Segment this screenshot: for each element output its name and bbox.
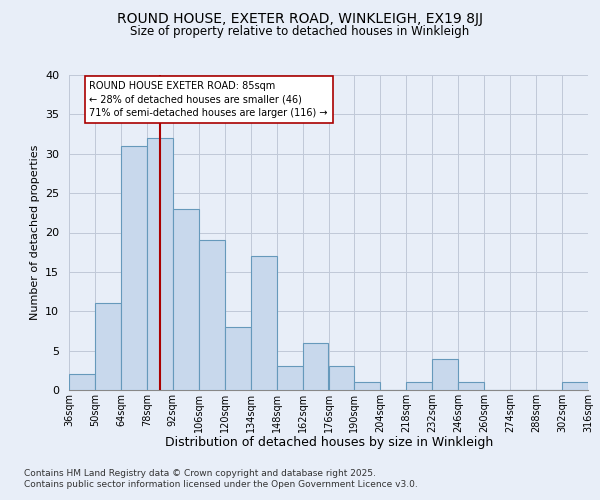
Bar	[121, 146, 147, 390]
Bar	[173, 209, 199, 390]
Bar	[199, 240, 224, 390]
Bar	[95, 304, 121, 390]
Bar	[302, 343, 329, 390]
Bar	[432, 358, 458, 390]
Text: Contains public sector information licensed under the Open Government Licence v3: Contains public sector information licen…	[24, 480, 418, 489]
Bar	[69, 374, 95, 390]
Text: ROUND HOUSE, EXETER ROAD, WINKLEIGH, EX19 8JJ: ROUND HOUSE, EXETER ROAD, WINKLEIGH, EX1…	[117, 12, 483, 26]
Bar	[224, 327, 251, 390]
Bar	[277, 366, 302, 390]
Bar	[251, 256, 277, 390]
Bar	[562, 382, 588, 390]
Bar	[147, 138, 173, 390]
Text: Distribution of detached houses by size in Winkleigh: Distribution of detached houses by size …	[164, 436, 493, 449]
Bar	[355, 382, 380, 390]
Bar	[329, 366, 355, 390]
Bar	[406, 382, 432, 390]
Text: Size of property relative to detached houses in Winkleigh: Size of property relative to detached ho…	[130, 25, 470, 38]
Bar	[458, 382, 484, 390]
Text: ROUND HOUSE EXETER ROAD: 85sqm
← 28% of detached houses are smaller (46)
71% of : ROUND HOUSE EXETER ROAD: 85sqm ← 28% of …	[89, 82, 328, 118]
Text: Contains HM Land Registry data © Crown copyright and database right 2025.: Contains HM Land Registry data © Crown c…	[24, 469, 376, 478]
Y-axis label: Number of detached properties: Number of detached properties	[29, 145, 40, 320]
